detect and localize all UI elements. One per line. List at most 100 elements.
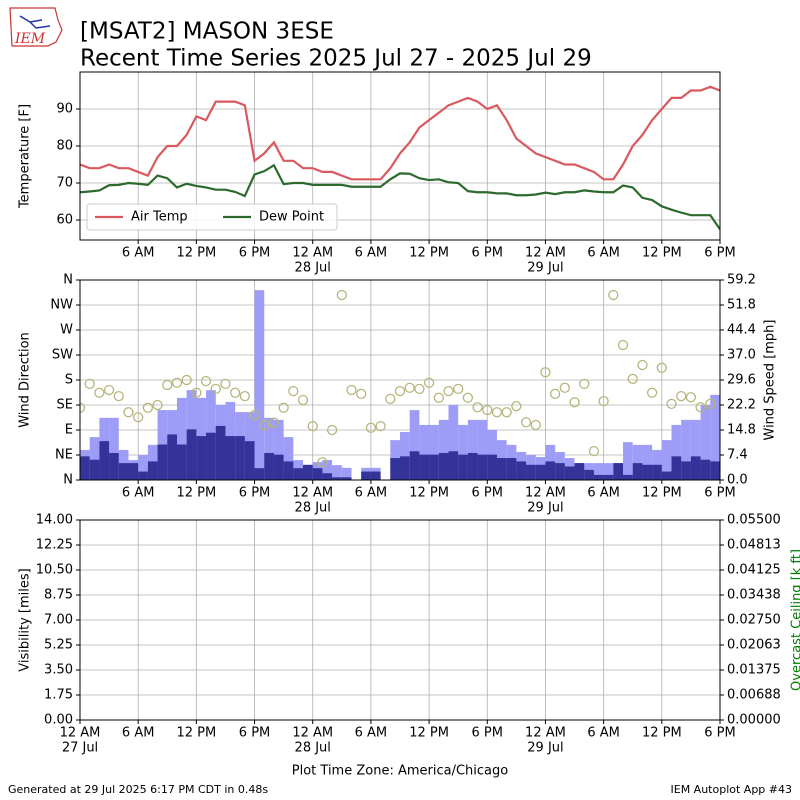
x-date-label: 28 Jul (295, 261, 331, 276)
bar (370, 471, 381, 480)
bar (652, 464, 662, 480)
y2-axis-label: Overcast Ceiling [k ft] (790, 549, 800, 691)
bar (167, 434, 177, 480)
axes-frame (79, 279, 721, 481)
point (685, 392, 697, 403)
bar (564, 466, 575, 480)
y2-axis-label: Wind Speed [mph] (763, 320, 778, 441)
point (404, 382, 415, 393)
bar (322, 473, 333, 480)
point (162, 379, 173, 391)
x-tick-label: 6 PM (704, 486, 735, 501)
x-tick-label: 12 PM (642, 486, 682, 501)
y2-tick-label: 7.4 (727, 448, 748, 463)
x-tick-label: 6 PM (704, 726, 735, 741)
y-tick-label: S (65, 373, 73, 388)
bar (613, 463, 624, 480)
bar (157, 444, 168, 480)
point (617, 339, 629, 351)
bar (623, 442, 633, 480)
bar (681, 461, 691, 480)
point (181, 374, 192, 386)
y2-tick-label: 0.00688 (727, 688, 781, 703)
y2-tick-label: 14.8 (727, 423, 756, 438)
point (666, 398, 677, 410)
point (414, 383, 425, 395)
bar (690, 456, 701, 480)
bar (400, 456, 410, 480)
bar (80, 456, 90, 480)
point (385, 393, 396, 405)
bar (603, 474, 614, 480)
bar (623, 474, 633, 480)
point (133, 412, 144, 423)
point (191, 387, 202, 398)
bar (574, 463, 585, 480)
point (472, 402, 483, 413)
series-line (80, 163, 720, 230)
panel: N NE E SE S SW W NW N 0.0 7.4 14.8 22.2 29.6 37.0 44.4 5… (18, 273, 778, 516)
bar (283, 437, 294, 480)
plot-area (80, 85, 720, 230)
bar (438, 452, 449, 480)
bar (254, 468, 265, 480)
point (288, 385, 299, 397)
point (259, 419, 270, 431)
y-tick-label: 3.50 (44, 663, 73, 678)
x-tick-label: 12 PM (642, 726, 682, 741)
x-tick-label: 6 PM (472, 726, 503, 741)
point (462, 392, 474, 403)
x-tick-label: 12 PM (642, 246, 682, 261)
point (94, 387, 105, 398)
x-tick-label: 12 AM (60, 726, 101, 741)
y-tick-label: 80 (56, 139, 73, 154)
point (113, 390, 124, 402)
point (297, 394, 309, 406)
bar (244, 441, 255, 480)
y-tick-label: 8.75 (44, 588, 73, 603)
panel: 0.00 1.75 3.50 5.25 7.00 8.75 10.50 12.25 14.00 0… (18, 513, 800, 779)
bar (477, 454, 488, 480)
y-tick-label: N (63, 273, 73, 288)
x-date-label: 28 Jul (295, 501, 331, 516)
footer-right: IEM Autoplot App #43 (671, 783, 793, 796)
x-tick-label: 12 PM (176, 726, 216, 741)
bar (235, 436, 245, 480)
bar (118, 463, 129, 480)
subtitle: Recent Time Series 2025 Jul 27 - 2025 Ju… (80, 46, 592, 72)
point (579, 378, 590, 390)
x-tick-label: 6 AM (122, 246, 155, 261)
x-tick-label: 12 AM (292, 246, 333, 261)
bar (458, 454, 468, 480)
y-tick-label: SW (52, 348, 73, 363)
series-line (80, 85, 720, 181)
bar (332, 477, 342, 480)
bar (438, 419, 449, 480)
bar (341, 477, 352, 480)
point (326, 424, 338, 436)
bar (419, 424, 430, 480)
point (123, 407, 134, 418)
bar (642, 444, 653, 480)
bar (254, 290, 265, 480)
point (656, 362, 667, 373)
bar (487, 454, 497, 480)
point (501, 407, 512, 418)
x-tick-label: 12 PM (409, 726, 449, 741)
bar (215, 425, 226, 480)
bar (700, 459, 711, 480)
bar (303, 464, 313, 480)
point (103, 384, 115, 396)
y-tick-label: 1.75 (44, 688, 73, 703)
x-tick-label: 6 PM (239, 486, 270, 501)
bar (496, 458, 507, 480)
bar (526, 464, 536, 480)
point (627, 373, 638, 385)
bar (661, 471, 672, 480)
point (356, 388, 367, 400)
point (220, 378, 231, 390)
point (230, 387, 241, 398)
y2-tick-label: 22.2 (727, 398, 756, 413)
point (84, 378, 95, 390)
bar (477, 419, 488, 480)
